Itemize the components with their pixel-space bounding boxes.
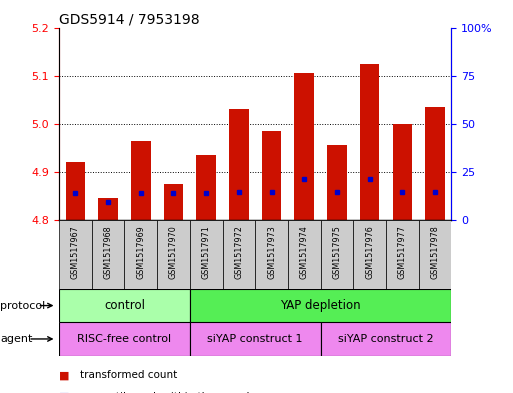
Text: protocol: protocol: [0, 301, 45, 310]
Bar: [327, 145, 347, 220]
Text: GSM1517967: GSM1517967: [71, 226, 80, 279]
FancyBboxPatch shape: [321, 322, 451, 356]
Text: GSM1517968: GSM1517968: [104, 226, 112, 279]
FancyBboxPatch shape: [124, 220, 157, 289]
FancyBboxPatch shape: [190, 322, 321, 356]
Bar: [262, 131, 281, 220]
Text: GSM1517976: GSM1517976: [365, 226, 374, 279]
Text: GSM1517974: GSM1517974: [300, 226, 309, 279]
Text: ■: ■: [59, 370, 69, 380]
Bar: [294, 73, 314, 220]
Text: siYAP construct 2: siYAP construct 2: [338, 334, 434, 344]
FancyBboxPatch shape: [255, 220, 288, 289]
FancyBboxPatch shape: [223, 220, 255, 289]
FancyBboxPatch shape: [59, 289, 190, 322]
Bar: [360, 64, 380, 220]
Bar: [229, 109, 249, 220]
Text: GSM1517969: GSM1517969: [136, 226, 145, 279]
Text: agent: agent: [0, 334, 32, 344]
Bar: [425, 107, 445, 220]
Bar: [66, 162, 85, 220]
Text: GSM1517977: GSM1517977: [398, 226, 407, 279]
Text: percentile rank within the sample: percentile rank within the sample: [80, 392, 255, 393]
Text: transformed count: transformed count: [80, 370, 177, 380]
Text: RISC-free control: RISC-free control: [77, 334, 171, 344]
FancyBboxPatch shape: [419, 220, 451, 289]
Text: GSM1517973: GSM1517973: [267, 226, 276, 279]
FancyBboxPatch shape: [190, 220, 223, 289]
Bar: [98, 198, 118, 220]
FancyBboxPatch shape: [190, 289, 451, 322]
Text: siYAP construct 1: siYAP construct 1: [207, 334, 303, 344]
Text: GSM1517971: GSM1517971: [202, 226, 211, 279]
Bar: [392, 124, 412, 220]
Text: GDS5914 / 7953198: GDS5914 / 7953198: [59, 12, 200, 26]
Bar: [164, 184, 183, 220]
FancyBboxPatch shape: [59, 322, 190, 356]
Text: control: control: [104, 299, 145, 312]
FancyBboxPatch shape: [92, 220, 124, 289]
FancyBboxPatch shape: [353, 220, 386, 289]
FancyBboxPatch shape: [59, 220, 92, 289]
FancyBboxPatch shape: [321, 220, 353, 289]
Text: GSM1517972: GSM1517972: [234, 226, 243, 279]
Text: GSM1517978: GSM1517978: [430, 226, 440, 279]
FancyBboxPatch shape: [386, 220, 419, 289]
Text: YAP depletion: YAP depletion: [280, 299, 361, 312]
Text: ■: ■: [59, 392, 69, 393]
Bar: [196, 155, 216, 220]
FancyBboxPatch shape: [157, 220, 190, 289]
Text: GSM1517970: GSM1517970: [169, 226, 178, 279]
Bar: [131, 141, 150, 220]
FancyBboxPatch shape: [288, 220, 321, 289]
Text: GSM1517975: GSM1517975: [332, 226, 342, 279]
